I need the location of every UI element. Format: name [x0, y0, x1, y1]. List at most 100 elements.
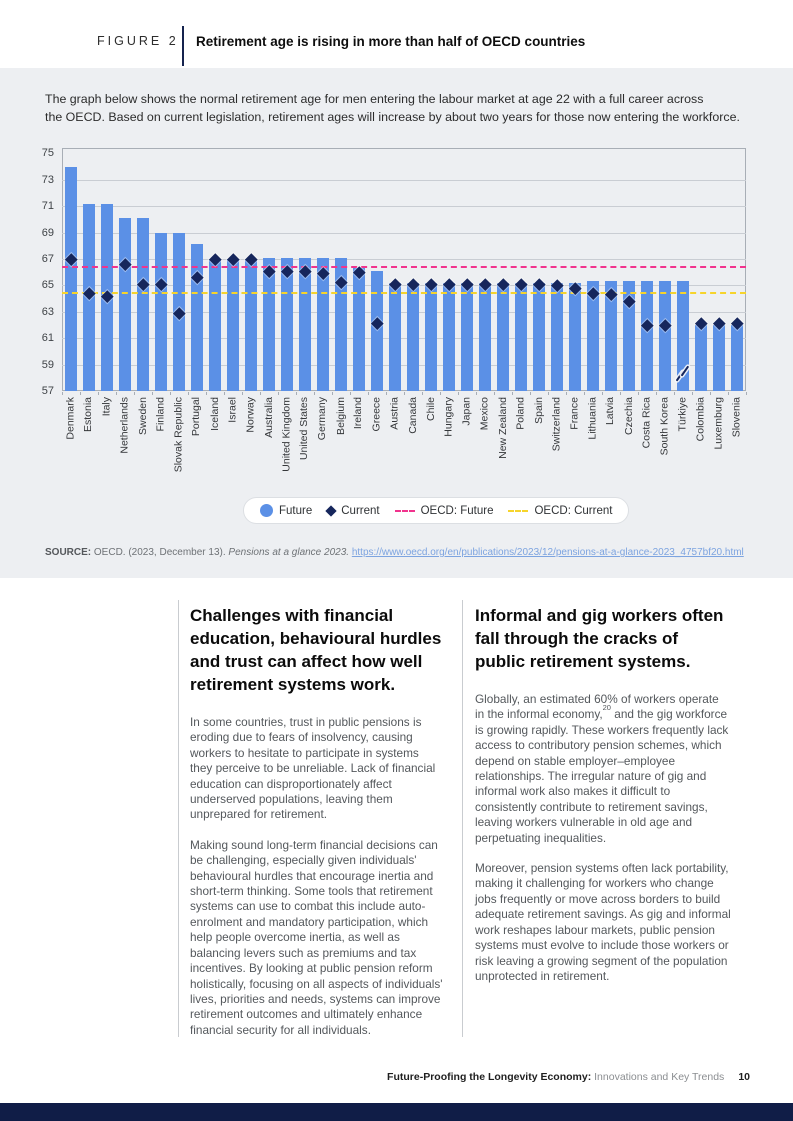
reference-line-oecd--current	[62, 292, 746, 295]
figure-label: FIGURE 2	[97, 34, 179, 48]
reference-line-oecd--future	[62, 265, 746, 268]
x-axis-label-Denmark: Denmark	[64, 397, 77, 440]
bar-Australia	[263, 257, 275, 391]
x-axis-label-Lithuania: Lithuania	[586, 397, 599, 440]
bar-Canada	[407, 282, 419, 391]
x-axis-tickmark	[512, 392, 513, 395]
source-link[interactable]: https://www.oecd.org/en/publications/202…	[351, 547, 744, 558]
x-axis-label-Israel: Israel	[226, 397, 239, 423]
y-axis-tick-label: 63	[41, 305, 54, 318]
legend-current-swatch	[325, 504, 337, 517]
y-axis-tick-label: 61	[41, 332, 54, 345]
bar-Greece	[371, 270, 383, 391]
bar-Norway	[245, 259, 257, 391]
x-axis-tickmark	[728, 392, 729, 395]
right-p1-text: Globally, an estimated 60% of workers op…	[475, 692, 719, 722]
x-axis-tickmark	[656, 392, 657, 395]
chart-legend: Future Current OECD: Future OECD: Curren…	[243, 497, 630, 524]
x-axis-label-Iceland: Iceland	[208, 397, 221, 431]
x-axis-label-Mexico: Mexico	[478, 397, 491, 431]
y-axis-tick-label: 69	[41, 226, 54, 239]
x-axis-label-Luxemburg: Luxemburg	[712, 397, 725, 450]
x-axis-tickmark	[62, 392, 63, 395]
x-axis-tickmark	[314, 392, 315, 395]
x-axis-tickmark	[422, 392, 423, 395]
x-axis-tickmark	[566, 392, 567, 395]
x-axis-label-United States: United States	[298, 397, 311, 461]
x-axis-tickmark	[278, 392, 279, 395]
gridline-59	[62, 364, 746, 366]
footer-report-title: Future-Proofing the Longevity Economy:	[387, 1071, 592, 1083]
bar-Netherlands	[119, 218, 131, 391]
x-axis-label-Japan: Japan	[460, 397, 473, 426]
x-axis-tickmark	[206, 392, 207, 395]
footer-report-subtitle: Innovations and Key Trends	[591, 1071, 725, 1083]
gridline-69	[62, 232, 746, 234]
figure-intro: The graph below shows the normal retirem…	[45, 90, 740, 126]
bar-Hungary	[443, 282, 455, 391]
bar-Lithuania	[587, 281, 599, 391]
x-axis-tickmark	[188, 392, 189, 395]
x-axis-tickmark	[638, 392, 639, 395]
x-axis-tickmark	[746, 392, 747, 395]
legend-item-current: Current	[325, 504, 380, 517]
x-axis-label-Netherlands: Netherlands	[118, 397, 131, 454]
left-column-paragraph-2: Making sound long-term financial decisio…	[190, 837, 443, 1037]
x-axis-tickmark	[602, 392, 603, 395]
right-p1-text-cont: and the gig workforce is growing rapidly…	[475, 707, 729, 845]
y-axis-tick-label: 57	[41, 385, 54, 397]
bar-Luxemburg	[713, 325, 725, 391]
gridline-63	[62, 311, 746, 313]
footnote-ref-20: 20	[602, 703, 611, 713]
legend-item-oecd-future: OECD: Future	[394, 504, 494, 517]
page-footer: Future-Proofing the Longevity Economy: I…	[387, 1071, 750, 1083]
x-axis-tickmark	[350, 392, 351, 395]
bar-Slovenia	[731, 325, 743, 391]
left-column-body: In some countries, trust in public pensi…	[190, 715, 443, 1038]
legend-oecd-current-swatch	[508, 509, 529, 512]
legend-oecd-future-label: OECD: Future	[420, 504, 494, 517]
x-axis-tickmark	[80, 392, 81, 395]
bar-Germany	[317, 257, 329, 391]
text-column-right: Informal and gig workers often fall thro…	[475, 604, 731, 999]
x-axis-tickmark	[296, 392, 297, 395]
x-axis-label-Switzerland: Switzerland	[550, 397, 563, 452]
legend-future-swatch	[260, 504, 273, 517]
x-axis-label-Sweden: Sweden	[136, 397, 149, 435]
x-axis-label-Latvia: Latvia	[604, 397, 617, 426]
x-axis-tickmark	[260, 392, 261, 395]
bar-Portugal	[191, 244, 203, 391]
x-axis-tickmark	[710, 392, 711, 395]
x-axis-label-Norway: Norway	[244, 397, 257, 433]
bar-Poland	[515, 282, 527, 391]
x-axis-tickmark	[692, 392, 693, 395]
right-column-paragraph-2: Moreover, pension systems often lack por…	[475, 861, 731, 983]
legend-oecd-future-swatch	[394, 509, 415, 512]
y-axis-tick-label: 73	[41, 173, 54, 186]
bar-Belgium	[335, 257, 347, 391]
legend-item-oecd-current: OECD: Current	[508, 505, 612, 517]
x-axis-label-Austria: Austria	[388, 397, 401, 430]
x-axis-tickmark	[368, 392, 369, 395]
bar-Mexico	[479, 282, 491, 391]
text-column-left: Challenges with financial education, beh…	[190, 604, 443, 1053]
x-axis-label-Belgium: Belgium	[334, 397, 347, 435]
x-axis-label-Italy: Italy	[100, 397, 113, 417]
x-axis-label-Ireland: Ireland	[352, 397, 365, 430]
gridline-65	[62, 285, 746, 287]
bar-Sweden	[137, 218, 149, 391]
x-axis-tickmark	[170, 392, 171, 395]
x-axis-tickmark	[458, 392, 459, 395]
bar-Türkiye	[677, 281, 689, 391]
x-axis-label-New Zealand: New Zealand	[496, 397, 509, 459]
source-line: SOURCE: OECD. (2023, December 13). Pensi…	[45, 547, 744, 558]
x-axis-label-Türkiye: Türkiye	[676, 397, 689, 432]
page-number: 10	[738, 1071, 750, 1083]
x-axis-label-United Kingdom: United Kingdom	[280, 397, 293, 472]
legend-current-label: Current	[341, 504, 380, 517]
figure-intro-line2: the OECD. Based on current legislation, …	[45, 110, 740, 124]
x-axis-tickmark	[440, 392, 441, 395]
x-axis-label-Chile: Chile	[424, 397, 437, 421]
legend-item-future: Future	[260, 504, 312, 517]
x-axis-tickmark	[224, 392, 225, 395]
